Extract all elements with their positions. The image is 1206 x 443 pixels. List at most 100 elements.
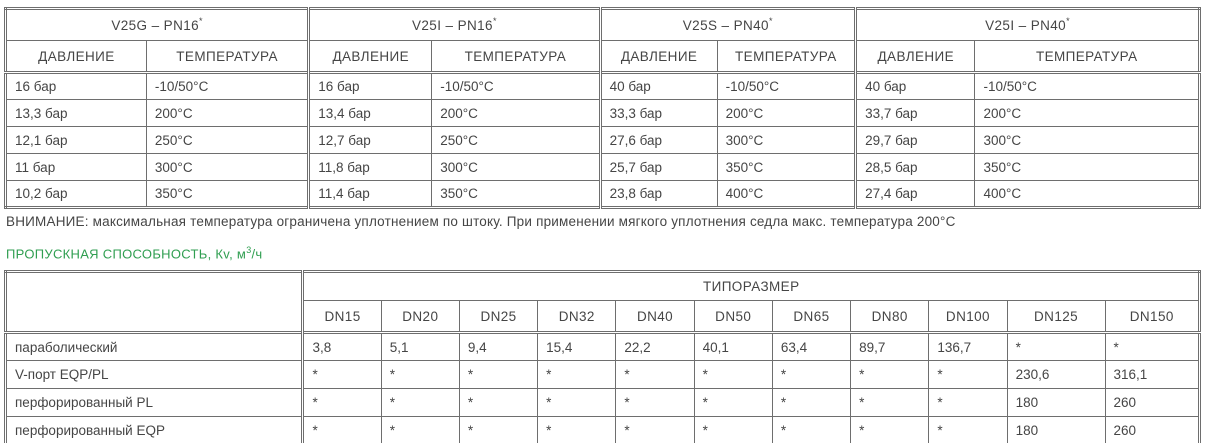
kv-value-cell: * bbox=[693, 360, 773, 390]
kv-value-cell: * bbox=[537, 416, 617, 443]
kv-value-cell: * bbox=[850, 360, 930, 390]
dn-column-header: DN50 bbox=[693, 300, 773, 334]
kv-value-cell: * bbox=[1104, 332, 1201, 362]
temperature-cell: 400°C bbox=[716, 180, 857, 208]
temperature-cell: -10/50°C bbox=[431, 72, 601, 100]
temperature-column-header: ТЕМПЕРАТУРА bbox=[974, 40, 1200, 73]
valve-type-header: V25I – PN40* bbox=[854, 8, 1200, 41]
temperature-cell: 300°C bbox=[716, 126, 857, 154]
kv-value-cell: 63,4 bbox=[771, 332, 852, 362]
pressure-cell: 16 бар bbox=[307, 72, 433, 100]
kv-value-cell: * bbox=[615, 416, 695, 443]
valve-type-header: V25I – PN16* bbox=[307, 8, 601, 41]
pressure-column-header: ДАВЛЕНИЕ bbox=[854, 40, 976, 73]
kv-value-cell: * bbox=[928, 416, 1008, 443]
kv-value-cell: * bbox=[693, 416, 773, 443]
dn-column-header: DN65 bbox=[771, 300, 852, 334]
temperature-cell: 300°C bbox=[974, 126, 1200, 154]
kv-value-cell: 15,4 bbox=[537, 332, 617, 362]
pressure-cell: 11 бар bbox=[5, 153, 147, 181]
pressure-column-header: ДАВЛЕНИЕ bbox=[598, 40, 718, 73]
kv-value-cell: 5,1 bbox=[380, 332, 460, 362]
temperature-cell: 200°C bbox=[145, 99, 310, 127]
pressure-cell: 29,7 бар bbox=[854, 126, 976, 154]
size-group-header: ТИПОРАЗМЕР bbox=[301, 271, 1200, 302]
pressure-cell: 27,6 бар bbox=[598, 126, 718, 154]
kv-value-cell: * bbox=[771, 416, 852, 443]
pressure-cell: 33,3 бар bbox=[598, 99, 718, 127]
kv-value-cell: * bbox=[615, 388, 695, 418]
column-subheader-row: ДАВЛЕНИЕ ТЕМПЕРАТУРА ДАВЛЕНИЕ ТЕМПЕРАТУР… bbox=[5, 40, 1200, 73]
pressure-cell: 12,1 бар bbox=[5, 126, 147, 154]
valve-type-title: V25I – PN40 bbox=[985, 17, 1067, 33]
table-row: 11 бар 300°C 11,8 бар 300°C 25,7 бар 350… bbox=[5, 153, 1200, 181]
table-row: параболический 3,8 5,1 9,4 15,4 22,2 40,… bbox=[4, 332, 1201, 362]
temperature-cell: 300°C bbox=[431, 153, 601, 181]
dn-column-header: DN125 bbox=[1006, 300, 1106, 334]
pressure-cell: 11,4 бар bbox=[307, 180, 433, 208]
temperature-cell: 250°C bbox=[145, 126, 310, 154]
dn-column-header: DN32 bbox=[537, 300, 617, 334]
kv-table: ТИПОРАЗМЕР DN15 DN20 DN25 DN32 DN40 DN50… bbox=[4, 270, 1201, 443]
kv-value-cell: * bbox=[301, 388, 382, 418]
temperature-column-header: ТЕМПЕРАТУРА bbox=[431, 40, 601, 73]
temperature-cell: 350°C bbox=[974, 153, 1200, 181]
pressure-cell: 27,4 бар bbox=[854, 180, 976, 208]
valve-type-header: V25S – PN40* bbox=[598, 8, 857, 41]
kv-value-cell: 180 bbox=[1006, 416, 1106, 443]
temperature-cell: -10/50°C bbox=[974, 72, 1200, 100]
kv-value-cell: 180 bbox=[1006, 388, 1106, 418]
kv-value-cell: * bbox=[928, 388, 1008, 418]
kv-value-cell: * bbox=[850, 388, 930, 418]
table-row: 13,3 бар 200°C 13,4 бар 200°C 33,3 бар 2… bbox=[5, 99, 1200, 127]
temperature-cell: 350°C bbox=[716, 153, 857, 181]
pressure-cell: 13,4 бар bbox=[307, 99, 433, 127]
pressure-cell: 12,7 бар bbox=[307, 126, 433, 154]
warning-note: ВНИМАНИЕ: максимальная температура огран… bbox=[6, 214, 956, 229]
dn-column-header: DN40 bbox=[615, 300, 695, 334]
kv-value-cell: * bbox=[1006, 332, 1106, 362]
kv-value-cell: * bbox=[771, 360, 852, 390]
pressure-cell: 40 бар bbox=[598, 72, 718, 100]
valve-type-title: V25G – PN16 bbox=[111, 17, 200, 33]
temperature-cell: 200°C bbox=[974, 99, 1200, 127]
size-group-header-row: ТИПОРАЗМЕР bbox=[4, 271, 1200, 334]
table-row: перфорированный EQP * * * * * * * * * 18… bbox=[4, 416, 1201, 443]
kv-value-cell: * bbox=[301, 360, 382, 390]
kv-value-cell: * bbox=[537, 388, 617, 418]
kv-value-cell: * bbox=[458, 360, 539, 390]
temperature-cell: 350°C bbox=[145, 180, 310, 208]
temperature-cell: 300°C bbox=[145, 153, 310, 181]
pressure-temperature-table: V25G – PN16* V25I – PN16* V25S – PN40* V… bbox=[4, 7, 1201, 209]
kv-value-cell: 260 bbox=[1104, 416, 1201, 443]
temperature-cell: 400°C bbox=[974, 180, 1200, 208]
table-row: перфорированный PL * * * * * * * * * 180… bbox=[4, 388, 1201, 418]
plug-type-label: параболический bbox=[4, 332, 304, 362]
dn-column-header: DN25 bbox=[458, 300, 539, 334]
pressure-cell: 40 бар bbox=[854, 72, 976, 100]
valve-type-title: V25S – PN40 bbox=[682, 17, 769, 33]
temperature-column-header: ТЕМПЕРАТУРА bbox=[145, 40, 310, 73]
footnote-marker: * bbox=[199, 15, 203, 26]
temperature-column-header: ТЕМПЕРАТУРА bbox=[716, 40, 857, 73]
kv-value-cell: * bbox=[458, 416, 539, 443]
temperature-cell: -10/50°C bbox=[716, 72, 857, 100]
flow-capacity-heading-text: ПРОПУСКНАЯ СПОСОБНОСТЬ, Кv, м bbox=[6, 246, 247, 262]
kv-value-cell: * bbox=[537, 360, 617, 390]
kv-value-cell: 230,6 bbox=[1006, 360, 1106, 390]
kv-value-cell: * bbox=[301, 416, 382, 443]
pressure-cell: 10,2 бар bbox=[5, 180, 147, 208]
table-row: 10,2 бар 350°C 11,4 бар 350°C 23,8 бар 4… bbox=[5, 180, 1200, 208]
dn-column-header: DN100 bbox=[928, 300, 1008, 334]
flow-capacity-heading-unit: /ч bbox=[251, 246, 263, 262]
kv-value-cell: * bbox=[928, 360, 1008, 390]
pressure-column-header: ДАВЛЕНИЕ bbox=[307, 40, 433, 73]
pressure-column-header: ДАВЛЕНИЕ bbox=[5, 40, 147, 73]
kv-value-cell: 136,7 bbox=[928, 332, 1008, 362]
pressure-cell: 28,5 бар bbox=[854, 153, 976, 181]
dn-column-header: DN80 bbox=[850, 300, 930, 334]
table-row: V-порт EQP/PL * * * * * * * * * 230,6 31… bbox=[4, 360, 1201, 390]
kv-value-cell: 260 bbox=[1104, 388, 1201, 418]
kv-value-cell: * bbox=[693, 388, 773, 418]
